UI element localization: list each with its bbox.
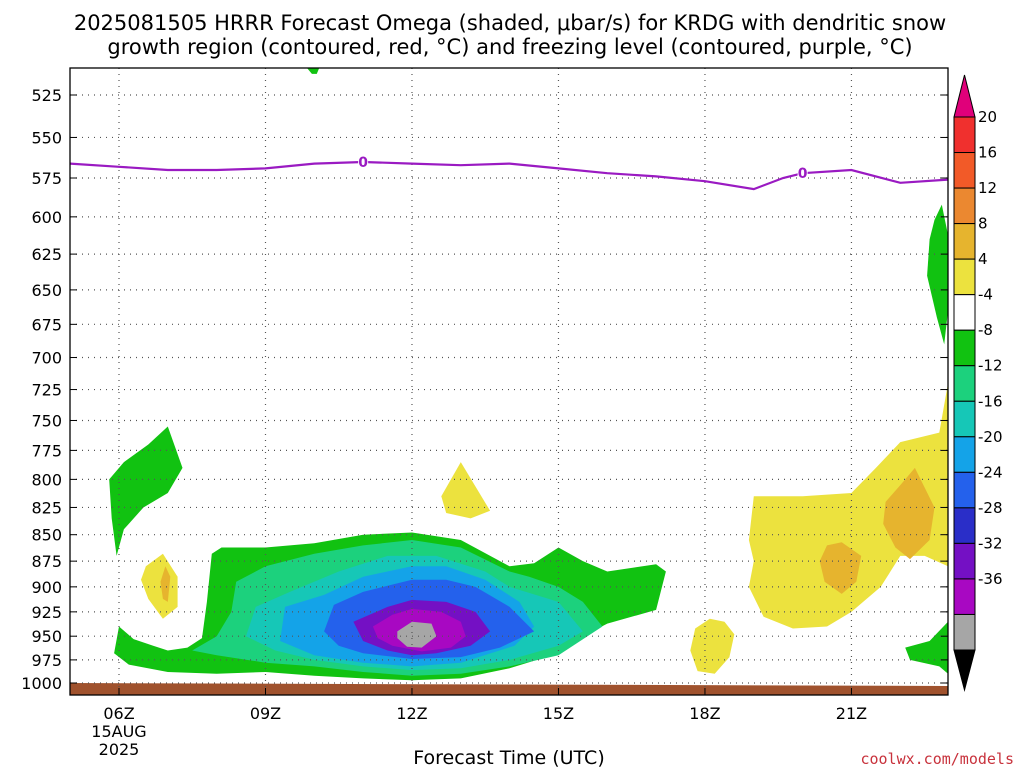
y-tick-label-575: 575 [31,169,62,188]
colorbar-box-6 [953,329,976,367]
colorbar-label-10: -24 [978,463,1003,481]
x-tick-label-18Z: 18Z [689,704,720,723]
y-tick-label-600: 600 [31,208,62,227]
x-tick-label-09Z: 09Z [250,704,281,723]
colorbar-box-0 [953,116,976,154]
colorbar-label-5: -4 [978,286,993,304]
x-tick-label-21Z: 21Z [836,704,867,723]
x-tick-year: 2025 [99,740,140,759]
colorbar-box-13 [953,578,976,615]
colorbar-box-3 [953,223,976,260]
colorbar-box-11 [953,507,976,544]
y-tick-label-800: 800 [31,470,62,489]
x-tick-label-06Z: 06Z [103,704,134,723]
credit-text: coolwx.com/models [860,750,1014,768]
colorbar-bottom-arrow [953,649,976,692]
y-tick-label-825: 825 [31,498,62,517]
omega-shading [70,68,948,695]
omega-region-17 [905,606,948,679]
y-tick-label-950: 950 [31,627,62,646]
freezing-label-bg-0 [358,153,369,170]
freezing-level-label-0: 0 [358,155,368,171]
y-tick-label-700: 700 [31,349,62,368]
ground-surface [70,683,948,695]
y-tick-label-925: 925 [31,603,62,622]
x-tick-label-12Z: 12Z [396,704,427,723]
y-tick-label-775: 775 [31,441,62,460]
colorbar-box-14 [953,613,976,651]
omega-region-8 [397,621,437,648]
colorbar-box-7 [953,365,976,402]
omega-region-14 [819,542,862,594]
colorbar-box-12 [953,542,976,580]
colorbar-box-1 [953,152,976,189]
omega-region-9 [927,204,948,345]
colorbar-legend: 20 16 12 8 4 -4 -8 -12 -16 -20 -24 -28 -32 -36 [953,74,1003,692]
omega-region-13 [748,383,948,629]
chart-title-line-1: 2025081505 HRRR Forecast Omega (shaded, … [74,11,946,35]
colorbar-box-5 [953,294,976,331]
y-tick-label-900: 900 [31,578,62,597]
omega-region-10 [141,553,178,619]
freezing-level-line [70,160,949,191]
omega-region-15 [883,467,935,560]
omega-region-11 [160,566,171,602]
colorbar-label-2: 12 [978,179,997,197]
y-axis-pressure: 525 550 575 600 625 650 675 700 725 750 775 800 825 8… [21,86,948,693]
colorbar-box-10 [953,471,976,509]
colorbar-label-12: -32 [978,534,1003,552]
x-axis-label: Forecast Time (UTC) [413,747,604,768]
y-tick-label-650: 650 [31,281,62,300]
omega-region-12 [441,462,491,519]
plot-frame [69,67,949,696]
colorbar-label-13: -36 [978,570,1003,588]
chart-title: 2025081505 HRRR Forecast Omega (shaded, … [74,11,946,59]
y-tick-label-525: 525 [31,86,62,105]
y-tick-label-625: 625 [31,245,62,264]
y-tick-label-750: 750 [31,411,62,430]
freezing-label-bg-1 [797,164,808,181]
colorbar-box-2 [953,187,976,225]
colorbar-label-7: -12 [978,357,1003,375]
y-tick-label-850: 850 [31,526,62,545]
colorbar-box-8 [953,400,976,438]
x-tick-label-15Z: 15Z [543,704,574,723]
plot-grid [70,68,948,695]
x-tick-date: 15AUG [91,722,146,741]
y-tick-label-875: 875 [31,552,62,571]
colorbar-label-4: 4 [978,250,988,268]
y-tick-label-1000: 1000 [21,674,62,693]
colorbar-label-6: -8 [978,321,993,339]
colorbar-box-9 [953,436,976,473]
freezing-level-contour: 00 [70,153,949,191]
y-tick-label-725: 725 [31,381,62,400]
y-tick-label-550: 550 [31,128,62,147]
y-tick-label-975: 975 [31,651,62,670]
omega-region-0 [109,426,183,556]
colorbar-label-1: 16 [978,144,997,162]
y-tick-label-675: 675 [31,315,62,334]
colorbar-label-11: -28 [978,499,1003,517]
chart-title-line-2: growth region (contoured, red, °C) and f… [107,35,912,59]
colorbar-label-8: -16 [978,392,1003,410]
freezing-level-label-1: 0 [798,166,808,182]
omega-region-16 [690,618,735,674]
colorbar-label-3: 8 [978,215,988,233]
colorbar-box-4 [953,258,976,296]
colorbar-label-9: -20 [978,428,1003,446]
omega-region-18 [307,68,320,74]
colorbar-top-arrow [953,74,976,118]
colorbar-label-0: 20 [978,108,997,126]
